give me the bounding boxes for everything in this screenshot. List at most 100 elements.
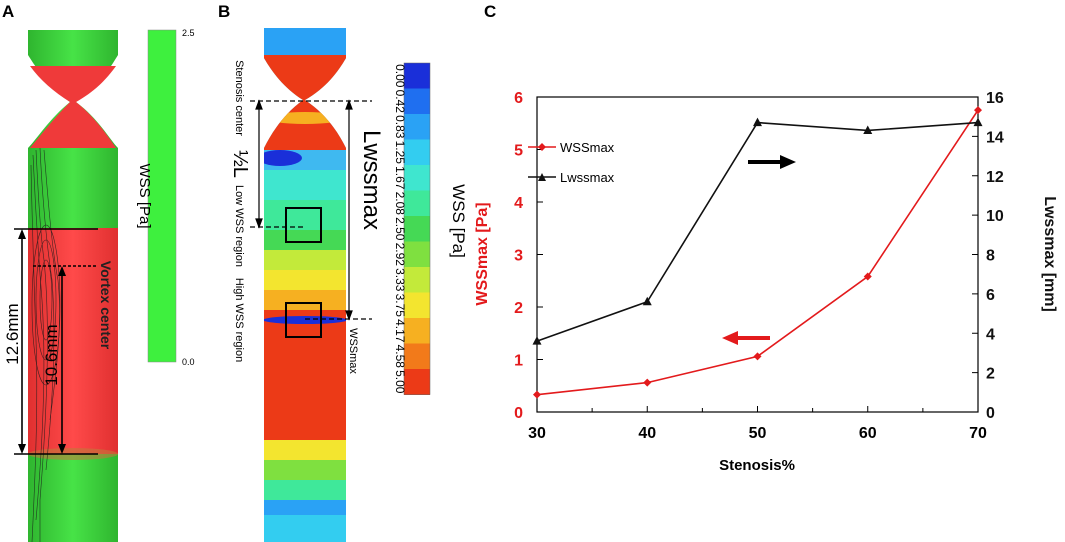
panel-a-letter: A (2, 2, 14, 21)
stenosis-center-label: Stenosis center (233, 60, 245, 136)
legend-b-tick-8: 3.33 (393, 268, 407, 292)
legend-b-swatch-9 (404, 292, 430, 319)
y-right-tick-label: 8 (986, 248, 995, 265)
colorbar-a-max: 2.5 (182, 28, 195, 38)
stenosis-red-zone-a (30, 66, 116, 148)
x-tick-label: 70 (969, 425, 987, 442)
left-axis-arrow (722, 331, 770, 345)
y-right-tick-label: 12 (986, 169, 1004, 186)
colorbar-a-label: WSS [Pa] (136, 163, 153, 228)
legend-b-title: WSS [Pa] (449, 184, 468, 258)
legend-b-swatch-4 (404, 165, 430, 191)
legend-b-swatch-5 (404, 190, 430, 217)
data-point-lwssmax (863, 125, 873, 134)
high-wss-label: High WSS region (233, 278, 245, 362)
data-point-lwssmax (753, 117, 762, 127)
legend-b-tick-2: 0.83 (393, 115, 407, 139)
legend-b-swatch-10 (404, 318, 430, 344)
legend-b-swatch-11 (404, 343, 430, 370)
data-point-wssmax (753, 352, 762, 361)
legend-b-swatch-1 (404, 88, 430, 115)
y-right-tick-label: 10 (986, 208, 1004, 225)
lwssmax-label: Lwssmax (358, 130, 385, 230)
panel-b-letter: B (218, 2, 230, 21)
data-point-lwssmax (532, 336, 542, 345)
data-point-wssmax (643, 378, 652, 387)
data-point-lwssmax (642, 296, 652, 306)
wssmax-point-label: WSSmax (347, 328, 359, 374)
legend-b-tick-10: 4.17 (393, 319, 407, 343)
data-point-wssmax (533, 390, 541, 399)
dimension-lines-a (14, 228, 98, 455)
series-c (532, 106, 983, 399)
y-right-tick-label: 0 (986, 405, 995, 422)
dimension-arrowheads-a (18, 229, 66, 454)
y-right-tick-label: 4 (986, 326, 995, 343)
legend-b-border (403, 62, 431, 395)
y-left-tick-label: 6 (514, 90, 523, 107)
legend-b-swatch-8 (404, 267, 430, 293)
y-left-axis-label: WSSmax [Pa] (474, 202, 491, 305)
y-right-tick-label: 14 (986, 129, 1004, 146)
y-left-tick-label: 1 (514, 353, 523, 370)
x-tick-label: 60 (859, 425, 877, 442)
legend-b-swatch-2 (404, 114, 430, 140)
legend-b-swatch-0 (404, 63, 430, 89)
y-left-tick-label: 3 (514, 248, 523, 265)
colorbar-a-min: 0.0 (182, 357, 195, 367)
legend-b-tick-6: 2.50 (393, 217, 407, 241)
legend-marker-wssmax (538, 143, 546, 151)
vessel-b (264, 28, 346, 542)
legend-b-swatch-7 (404, 241, 430, 268)
dim-inner-label: 10.6mm (42, 324, 61, 385)
vortex-center-label: Vortex center (98, 261, 114, 350)
y-right-tick-label: 2 (986, 366, 995, 383)
legend-b-tick-0: 0.00 (393, 64, 407, 88)
legend-b-tick-5: 2.08 (393, 192, 407, 216)
half-l-arrow (255, 99, 263, 229)
dim-outer-label: 12.6mm (3, 303, 22, 364)
legend-b-tick-4: 1.67 (393, 166, 407, 190)
data-point-lwssmax (973, 117, 983, 127)
y-left-tick-label: 0 (514, 405, 523, 422)
data-point-wssmax (863, 272, 872, 281)
legend-b-tick-3: 1.25 (393, 141, 407, 165)
legend-b-tick-7: 2.92 (393, 243, 407, 267)
data-point-wssmax (974, 106, 982, 115)
lwssmax-arrow (345, 99, 353, 321)
x-axis-label: Stenosis% (719, 457, 795, 474)
y-right-tick-label: 6 (986, 287, 995, 304)
half-l-label: ½L (229, 150, 251, 178)
legend-b-swatch-12 (404, 369, 430, 395)
y-left-tick-label: 5 (514, 143, 523, 160)
right-axis-arrow (748, 155, 796, 169)
y-left-tick-label: 2 (514, 300, 523, 317)
low-wss-box (285, 207, 322, 243)
y-right-axis-label: Lwssmax [mm] (1041, 196, 1058, 312)
legend-b-tick-12: 5.00 (393, 370, 407, 394)
y-left-tick-label: 4 (514, 195, 523, 212)
legend-b-swatch-3 (404, 139, 430, 166)
panel-c-letter: C (484, 2, 496, 21)
low-wss-label: Low WSS region (233, 185, 245, 267)
series-line-lwssmax (536, 121, 979, 342)
y-right-tick-label: 16 (986, 90, 1004, 107)
high-wss-box (285, 302, 322, 338)
x-tick-label: 40 (638, 425, 656, 442)
chart-legend: WSSmax Lwssmax (528, 140, 615, 185)
legend-b-tick-11: 4.58 (393, 345, 407, 369)
legend-b-swatch-6 (404, 216, 430, 242)
legend-label-wssmax: WSSmax (560, 140, 615, 155)
x-tick-label: 30 (528, 425, 546, 442)
legend-label-lwssmax: Lwssmax (560, 170, 615, 185)
streamlines-a (30, 147, 61, 542)
x-tick-label: 50 (749, 425, 767, 442)
colorbar-a (147, 29, 177, 363)
panel-a: A (2, 2, 195, 542)
panel-b: B (218, 2, 468, 542)
legend-marker-lwssmax (538, 173, 546, 181)
legend-b-tick-9: 3.75 (393, 294, 407, 318)
